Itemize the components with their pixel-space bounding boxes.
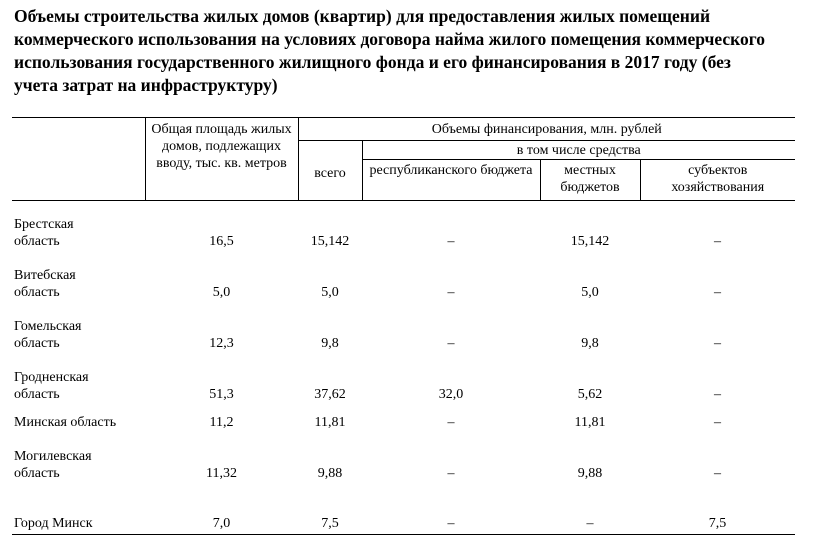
table: Общая площадь жилых домов, подлежащих вв…: [12, 117, 796, 541]
table-row: Брестская область 16,5 15,142 – 15,142 –: [12, 201, 795, 253]
cell: 37,62: [314, 387, 346, 402]
cell: 15,142: [570, 234, 610, 249]
cell: 51,3: [209, 387, 234, 402]
header-cell: всего: [297, 140, 362, 201]
cell: 11,81: [314, 415, 346, 430]
cell: 11,81: [574, 415, 606, 430]
row-label: Минская область: [14, 415, 117, 430]
title: Объемы строительства жилых домов (кварти…: [14, 6, 766, 95]
cell: –: [447, 336, 455, 351]
cell: –: [714, 415, 721, 430]
table-row: Могилевская область 11,32 9,88 – 9,88 –: [12, 433, 795, 484]
cell: 11,2: [209, 415, 234, 430]
table-row: Гомельская область 12,3 9,8 – 9,8 –: [12, 303, 795, 354]
cell: –: [447, 234, 455, 249]
cell: –: [447, 285, 455, 300]
cell: 9,8: [581, 336, 599, 351]
cell: –: [447, 466, 455, 481]
header-cell: в том числе средства: [361, 140, 796, 160]
table-row: Витебская область 5,0 5,0 – 5,0 –: [12, 252, 795, 303]
corner-cell: [12, 117, 145, 201]
cell: –: [540, 484, 640, 535]
row-label: Брестская область: [14, 217, 74, 249]
cell: 7,5: [640, 535, 795, 541]
cell: 7,5: [640, 484, 796, 535]
cell: 5,0: [321, 285, 339, 300]
cell: 7,0: [145, 484, 298, 535]
cell: –: [362, 484, 540, 535]
header-cell: Общая площадь жилых домов, подлежащих вв…: [144, 117, 298, 201]
cell: –: [447, 415, 455, 430]
cell: 11,32: [206, 466, 237, 481]
row-label: Итого: [12, 535, 145, 541]
cell: 96,752: [298, 535, 362, 541]
cell: 57,252: [540, 535, 640, 541]
row-label: Могилевская область: [14, 449, 92, 481]
cell: 5,0: [212, 285, 231, 300]
table-row: Итого114,6296,75232,057,2527,5: [12, 535, 795, 541]
cell: –: [714, 285, 721, 300]
header-cell: республиканского бюджета: [361, 159, 540, 201]
cell: –: [714, 387, 721, 402]
cell: 9,88: [317, 466, 343, 481]
table-body: Брестская область 16,5 15,142–15,142– Витеб…: [12, 201, 796, 541]
cell: 5,0: [581, 285, 599, 300]
cell: 15,142: [310, 234, 350, 249]
header-cell: местных бюджетов: [539, 159, 640, 201]
table-row: Город Минск 7,0 7,5– –7,5: [12, 484, 796, 535]
row-label: Витебская область: [14, 268, 76, 300]
table-row: Гродненская область 51,3 37,62 32,0 5,62 –: [12, 354, 795, 405]
row-label: Гомельская область: [14, 319, 82, 351]
table-row: Минская область 11,2 11,81 – 11,81 –: [12, 405, 795, 433]
row-label: Гродненская область: [14, 370, 89, 402]
row-label: Город Минск: [12, 484, 145, 535]
cell: 12,3: [209, 336, 234, 351]
cell: –: [714, 234, 721, 249]
cell: 5,62: [577, 387, 603, 402]
cell: 9,88: [577, 466, 603, 481]
cell: 9,8: [321, 336, 339, 351]
cell: 32,0: [362, 535, 540, 541]
cell: 114,62: [145, 535, 298, 541]
cell: –: [714, 336, 721, 351]
header-cell: Объемы финансирования, млн. рублей: [297, 117, 796, 141]
header-cell: субъектов хозяйствования: [639, 159, 796, 201]
cell: 16,5: [209, 234, 234, 249]
cell: 7,5: [298, 484, 362, 535]
cell: –: [714, 466, 721, 481]
cell: 32,0: [438, 387, 464, 402]
